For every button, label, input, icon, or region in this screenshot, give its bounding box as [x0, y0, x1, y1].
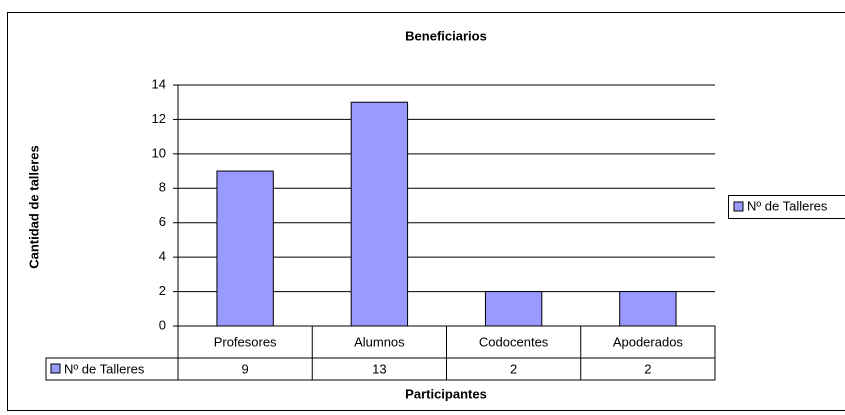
x-tick-label: Codocentes	[479, 334, 549, 349]
chart-title: Beneficiarios	[405, 28, 487, 43]
bar	[619, 291, 677, 327]
table-legend-key	[50, 363, 61, 374]
bar	[484, 291, 543, 327]
table-value: 2	[510, 361, 517, 376]
y-tick-label: 0	[159, 317, 166, 332]
bar	[216, 170, 274, 327]
x-axis-label: Participantes	[405, 386, 487, 401]
legend-box	[728, 195, 845, 219]
y-tick-label: 6	[159, 214, 166, 229]
x-tick-label: Alumnos	[354, 334, 405, 349]
y-axis-label: Cantidad de talleres	[26, 145, 41, 269]
chart-frame	[7, 12, 845, 411]
table-value: 2	[644, 361, 651, 376]
y-tick-label: 8	[159, 180, 166, 195]
bar	[350, 101, 409, 327]
y-tick-label: 2	[159, 283, 166, 298]
legend-key	[733, 201, 744, 212]
x-tick-label: Profesores	[214, 334, 277, 349]
y-tick-label: 10	[152, 145, 166, 160]
table-series-name: Nº de Talleres	[64, 361, 145, 376]
y-tick-label: 12	[152, 111, 166, 126]
table-value: 13	[372, 361, 386, 376]
y-tick-label: 14	[152, 76, 166, 91]
y-tick-label: 4	[159, 249, 166, 264]
table-value: 9	[242, 361, 249, 376]
x-tick-label: Apoderados	[613, 334, 684, 349]
legend-label: Nº de Talleres	[747, 198, 828, 213]
